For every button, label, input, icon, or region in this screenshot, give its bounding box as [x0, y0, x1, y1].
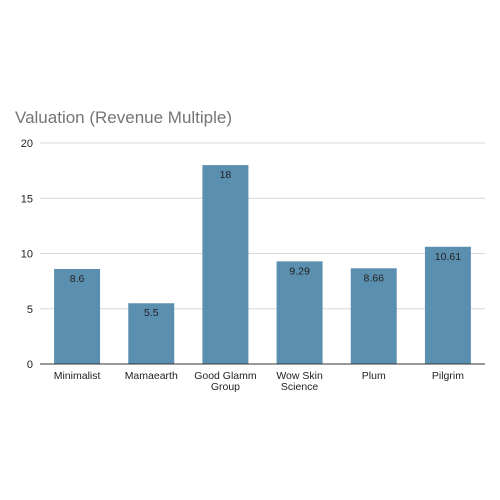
y-tick-label-10: 10	[21, 249, 33, 261]
x-tick-label-6: Pilgrim	[432, 370, 464, 382]
chart-title: Valuation (Revenue Multiple)	[15, 108, 233, 127]
data-label-2: 5.5	[144, 307, 159, 319]
data-label-5: 8.66	[364, 272, 385, 284]
x-tick-label-3: Good Glamm Group	[194, 370, 257, 393]
x-tick-label-4: Wow Skin Science	[276, 370, 323, 393]
data-label-1: 8.6	[70, 273, 85, 285]
bar-5	[350, 268, 397, 364]
bar-1	[54, 268, 101, 364]
y-tick-label-5: 5	[27, 304, 33, 316]
bar-3	[202, 165, 249, 364]
data-label-3: 18	[220, 169, 232, 181]
y-tick-label-20: 20	[21, 138, 33, 150]
y-tick-label-15: 15	[21, 193, 33, 205]
bar-2	[128, 303, 175, 364]
y-tick-label-0: 0	[27, 359, 33, 371]
data-label-6: 10.61	[435, 251, 461, 263]
x-tick-label-5: Plum	[362, 370, 386, 382]
x-tick-label-2: Mamaearth	[125, 370, 178, 382]
x-tick-label-1: Minimalist	[54, 370, 101, 382]
data-label-4: 9.29	[289, 265, 310, 277]
bar-6	[424, 246, 471, 364]
bar-4	[276, 261, 323, 364]
